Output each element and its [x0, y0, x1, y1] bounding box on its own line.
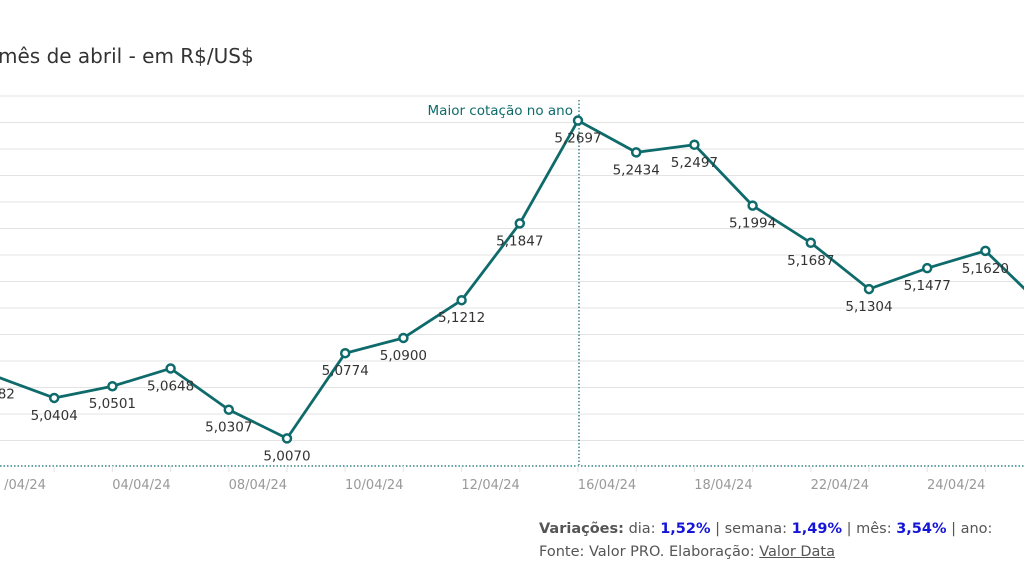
data-label: 5,0774: [322, 363, 369, 379]
x-tick-label: 16/04/24: [578, 478, 636, 493]
data-label: 5,0307: [205, 420, 252, 436]
data-labels: 582 5,0404 5,0501 5,0648 5,0307 5,0070 5,0774 5…: [0, 131, 1009, 465]
data-point: [165, 363, 176, 374]
data-label: 5,0648: [147, 378, 194, 394]
data-point: [514, 218, 526, 229]
month-label: | mês:: [846, 521, 892, 537]
data-label: 5,1212: [438, 310, 485, 326]
annotation-text: Maior cotação no ano: [428, 103, 573, 119]
data-point: [281, 433, 293, 444]
chart-subtitle: mês de abril - em R$/US$: [0, 44, 254, 68]
x-tick-label: /04/24: [4, 478, 46, 493]
chart-title: l: [0, 12, 2, 36]
data-label: 5,1847: [496, 233, 543, 249]
year-label: | ano:: [951, 521, 993, 537]
x-tick-label: 18/04/24: [694, 478, 752, 493]
data-label: 582: [0, 386, 15, 402]
line-chart: Maior cotação no ano 582 5,0404 5,0501 5,06…: [0, 95, 1024, 493]
data-label: 5,1994: [729, 216, 776, 232]
source-text: Fonte: Valor PRO. Elaboração:: [539, 544, 755, 560]
data-label: 5,0070: [263, 448, 310, 464]
source-line: Fonte: Valor PRO. Elaboração: Valor Data: [539, 544, 835, 560]
data-label: 5,1304: [845, 299, 892, 315]
data-point: [339, 347, 351, 359]
data-point: [107, 380, 118, 392]
data-label: 5,2434: [613, 162, 660, 178]
data-point: [863, 283, 875, 295]
data-point: [48, 392, 60, 404]
data-point: [456, 294, 467, 306]
data-label: 5,1477: [904, 278, 951, 294]
data-label: 5,1620: [962, 261, 1009, 277]
data-point: [630, 147, 642, 158]
data-point: [921, 262, 933, 274]
data-point: [398, 332, 409, 344]
x-tick-label: 08/04/24: [229, 478, 287, 493]
x-tick-label: 22/04/24: [811, 478, 869, 493]
data-label: 5,0501: [89, 396, 136, 412]
data-point: [980, 245, 991, 257]
week-label: | semana:: [715, 521, 788, 537]
data-point: [223, 404, 235, 415]
data-label: 5,2697: [554, 131, 601, 147]
x-tick-label: 24/04/24: [927, 478, 985, 493]
series-line: [0, 119, 1024, 440]
x-axis: /04/24 04/04/24 08/04/24 10/04/24 12/04/24 16…: [0, 465, 1024, 493]
month-value: 3,54%: [896, 521, 947, 537]
week-value: 1,49%: [791, 521, 842, 537]
data-point: [747, 200, 758, 211]
x-tick-label: 10/04/24: [345, 478, 403, 493]
day-value: 1,52%: [660, 521, 711, 537]
data-point: [689, 139, 700, 151]
data-label: 5,1687: [787, 253, 834, 269]
source-link[interactable]: Valor Data: [759, 544, 836, 560]
data-label: 5,0404: [31, 408, 78, 424]
variations-label: Variações:: [539, 521, 624, 537]
data-label: 5,0900: [380, 348, 427, 364]
data-label: 5,2497: [671, 155, 718, 171]
series-line-group: [0, 119, 1024, 440]
data-point: [805, 237, 817, 249]
day-label: dia:: [628, 521, 656, 537]
data-points: [48, 115, 991, 444]
annotation-group: Maior cotação no ano: [428, 100, 580, 465]
x-tick-label: 04/04/24: [112, 478, 170, 493]
x-tick-label: 12/04/24: [461, 478, 519, 493]
data-point: [572, 115, 584, 126]
variations-line: Variações: dia: 1,52% | semana: 1,49% | …: [539, 521, 992, 537]
grid-lines: [0, 95, 1024, 441]
